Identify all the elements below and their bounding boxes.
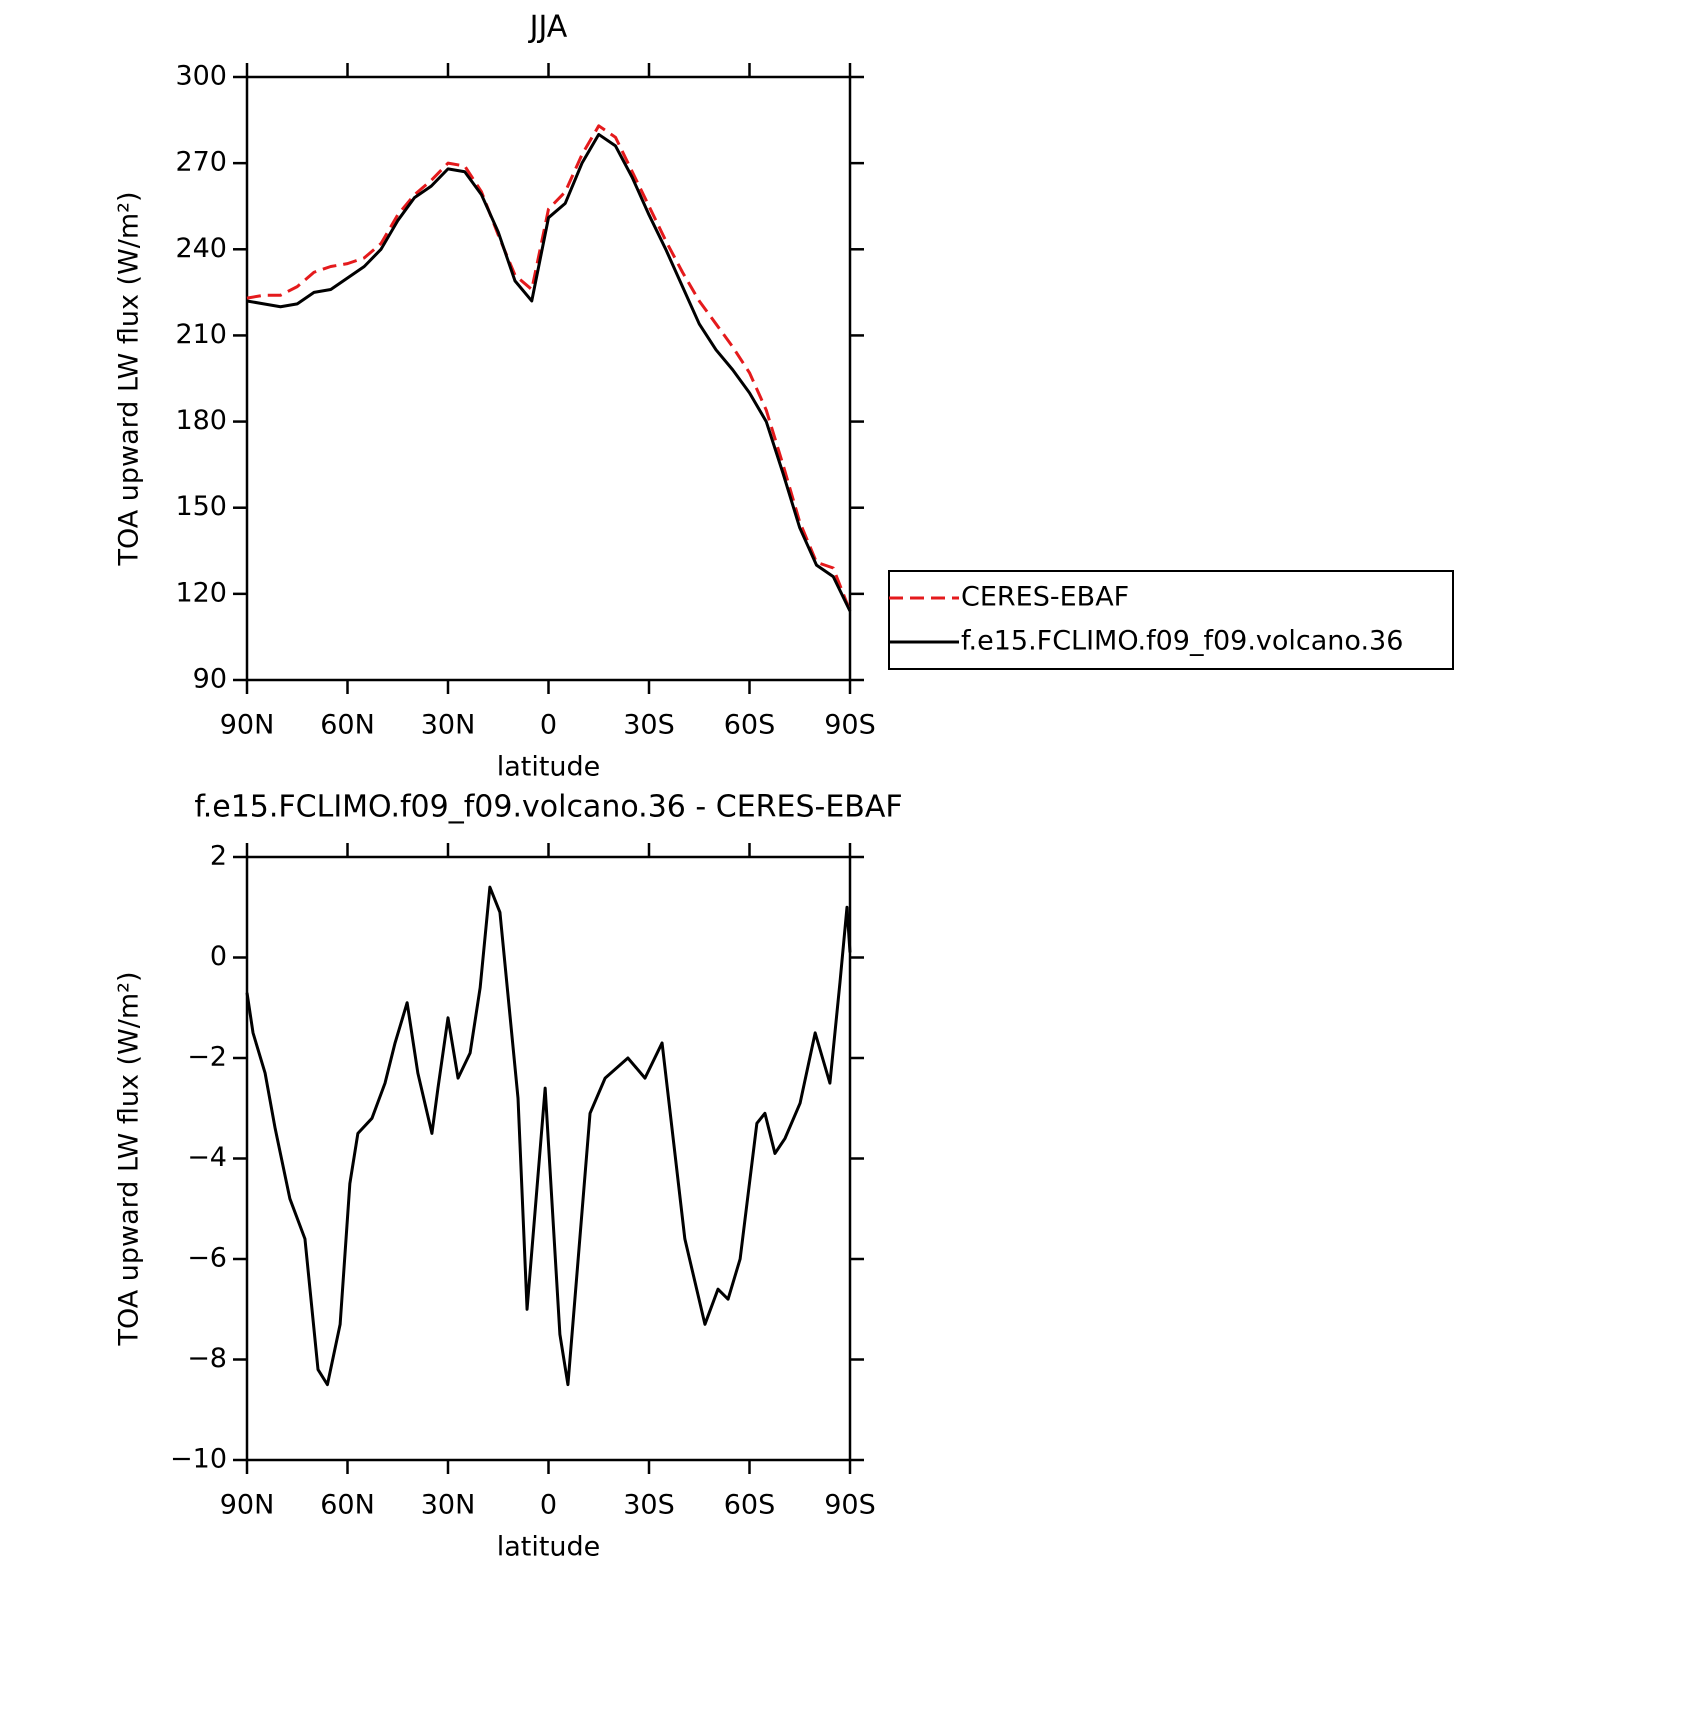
y-axis-title: TOA upward LW flux (W/m²)	[114, 191, 145, 566]
plot-frame	[245, 75, 852, 682]
x-tick-label: 30N	[421, 1490, 476, 1521]
y-axis-title: TOA upward LW flux (W/m²)	[114, 971, 145, 1346]
data-line	[246, 132, 852, 612]
legend-box	[888, 570, 1454, 670]
x-tick-label: 60S	[724, 710, 776, 741]
x-tick-label: 0	[540, 1490, 557, 1521]
y-tick-label: 2	[210, 841, 227, 872]
y-tick-label: 90	[193, 664, 227, 695]
legend-label: CERES-EBAF	[961, 582, 1129, 613]
x-tick-label: 0	[540, 710, 557, 741]
y-tick-label: 180	[175, 405, 227, 436]
y-tick-label: −10	[170, 1444, 227, 1475]
x-axis-title: latitude	[497, 1532, 601, 1563]
y-tick-label: −6	[187, 1243, 227, 1274]
x-tick-label: 30S	[623, 1490, 675, 1521]
y-tick-label: 240	[175, 233, 227, 264]
x-tick-label: 30S	[623, 710, 675, 741]
chart-title: f.e15.FCLIMO.f09_f09.volcano.36 - CERES-…	[194, 790, 902, 825]
x-tick-label: 90N	[220, 710, 275, 741]
y-tick-label: −8	[187, 1343, 227, 1374]
y-tick-label: 150	[175, 491, 227, 522]
x-tick-label: 90S	[824, 1490, 876, 1521]
x-tick-label: 60N	[320, 1490, 375, 1521]
x-tick-label: 60N	[320, 710, 375, 741]
y-tick-label: −2	[187, 1042, 227, 1073]
data-line	[245, 885, 852, 1387]
x-axis-title: latitude	[497, 752, 601, 783]
legend-label: f.e15.FCLIMO.f09_f09.volcano.36	[961, 626, 1403, 657]
x-tick-label: 30N	[421, 710, 476, 741]
y-tick-label: 120	[175, 577, 227, 608]
x-tick-label: 90N	[220, 1490, 275, 1521]
y-tick-label: 300	[175, 61, 227, 92]
y-tick-label: 0	[210, 941, 227, 972]
y-tick-label: 270	[175, 147, 227, 178]
data-line	[246, 124, 852, 612]
x-tick-label: 60S	[724, 1490, 776, 1521]
x-tick-label: 90S	[824, 710, 876, 741]
y-tick-label: −4	[187, 1142, 227, 1173]
y-tick-label: 210	[175, 319, 227, 350]
chart-title: JJA	[528, 10, 568, 45]
